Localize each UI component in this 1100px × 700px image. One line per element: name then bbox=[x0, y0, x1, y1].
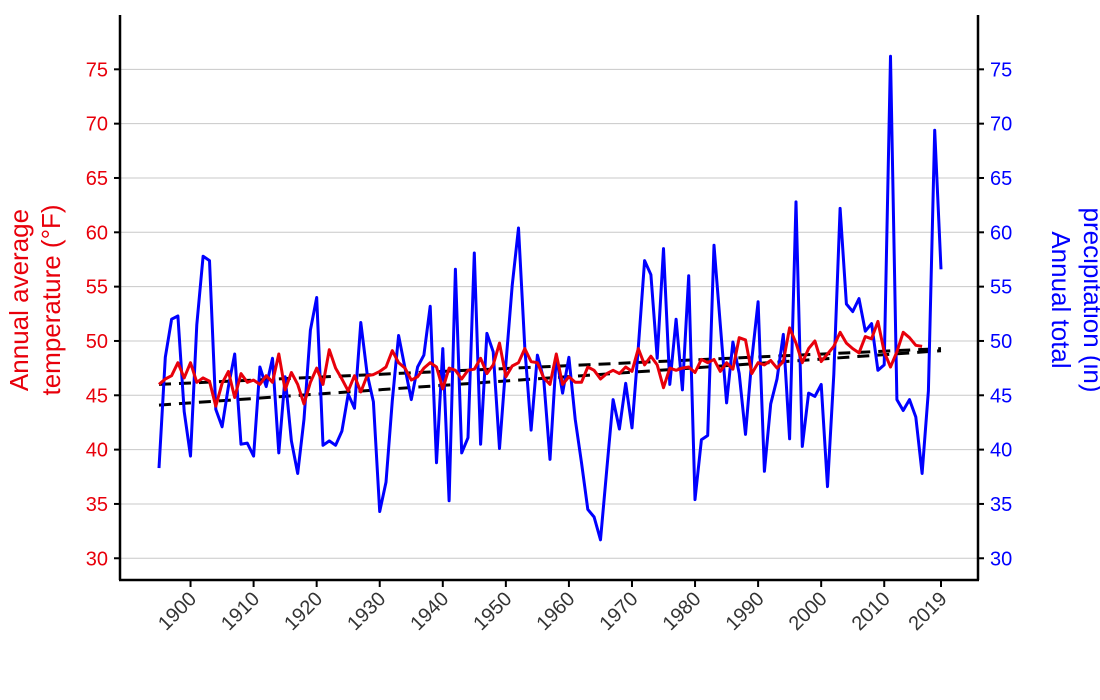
y-tick-label-right-30: 30 bbox=[990, 548, 1012, 570]
y-tick-label-left-50: 50 bbox=[86, 331, 108, 353]
y-tick-label-right-70: 70 bbox=[990, 114, 1012, 136]
y-tick-label-right-40: 40 bbox=[990, 440, 1012, 462]
y-tick-label-right-60: 60 bbox=[990, 222, 1012, 244]
temperature-series-line bbox=[158, 319, 923, 408]
y-tick-label-left-60: 60 bbox=[86, 222, 108, 244]
x-tick-label-2010: 2010 bbox=[848, 588, 895, 635]
y-tick-label-right-65: 65 bbox=[990, 168, 1012, 190]
x-tick-label-1910: 1910 bbox=[217, 588, 264, 635]
y-tick-label-right-55: 55 bbox=[990, 277, 1012, 299]
y-tick-label-left-70: 70 bbox=[86, 114, 108, 136]
y-tick-label-left-40: 40 bbox=[86, 440, 108, 462]
y-axis-title-left-line-2: temperature (°F) bbox=[36, 204, 66, 395]
x-tick-label-1970: 1970 bbox=[595, 588, 642, 635]
x-tick-label-1950: 1950 bbox=[469, 588, 516, 635]
x-tick-label-1960: 1960 bbox=[532, 588, 579, 635]
x-tick-label-1930: 1930 bbox=[343, 588, 390, 635]
y-axis-title-right-line-2: precipitation (in) bbox=[1078, 208, 1100, 393]
x-tick-label-2019: 2019 bbox=[905, 588, 952, 635]
x-tick-label-2000: 2000 bbox=[785, 588, 832, 635]
horizontal-gridlines bbox=[120, 68, 978, 559]
y-tick-label-left-65: 65 bbox=[86, 168, 108, 190]
x-tick-label-1980: 1980 bbox=[659, 588, 706, 635]
y-tick-label-right-45: 45 bbox=[990, 385, 1012, 407]
x-tick-label-1940: 1940 bbox=[406, 588, 453, 635]
y-tick-label-left-55: 55 bbox=[86, 277, 108, 299]
x-tick-label-1900: 1900 bbox=[154, 588, 201, 635]
axis-titles: Annual average temperature (°F) Annual t… bbox=[4, 204, 1100, 395]
y-tick-label-left-35: 35 bbox=[86, 494, 108, 516]
y-tick-label-left-30: 30 bbox=[86, 548, 108, 570]
precipitation-series-line bbox=[157, 54, 943, 542]
y-tick-label-left-45: 45 bbox=[86, 385, 108, 407]
x-tick-label-1920: 1920 bbox=[280, 588, 327, 635]
y-axis-title-right-line-1: Annual total bbox=[1046, 231, 1076, 368]
y-axis-title-left-line-1: Annual average bbox=[4, 209, 34, 391]
x-tick-label-1990: 1990 bbox=[722, 588, 769, 635]
y-tick-label-left-75: 75 bbox=[86, 59, 108, 81]
y-tick-label-right-75: 75 bbox=[990, 59, 1012, 81]
data-series bbox=[157, 54, 943, 542]
y-tick-label-right-50: 50 bbox=[990, 331, 1012, 353]
y-tick-label-right-35: 35 bbox=[990, 494, 1012, 516]
